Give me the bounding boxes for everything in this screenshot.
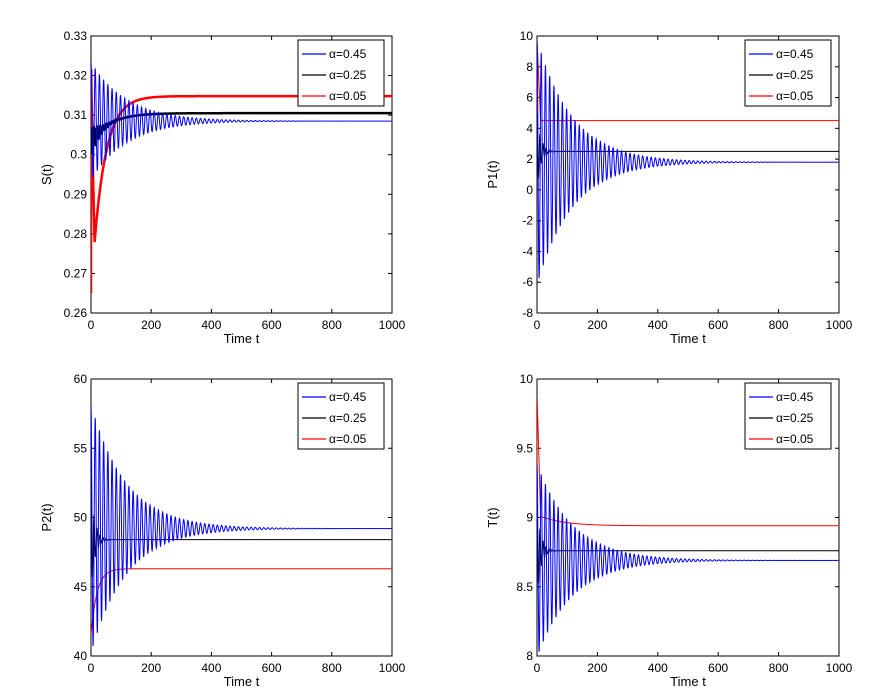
- y-tick-label: 0: [526, 183, 533, 197]
- y-tick-label: 9: [526, 511, 533, 525]
- y-tick-label: 0.3: [70, 148, 87, 162]
- legend-entry: α=0.05: [776, 432, 814, 446]
- legend-entry: α=0.25: [329, 411, 367, 425]
- y-tick-label: 4: [526, 121, 533, 135]
- x-tick-label: 200: [587, 661, 607, 675]
- x-tick-label: 400: [648, 318, 668, 332]
- y-tick-label: -8: [522, 306, 533, 320]
- x-tick-label: 1000: [826, 318, 853, 332]
- subplot-1: 0 200 400 600 800 1000 0.26 0.27 0.28 0.29 0.3 0.31…: [39, 29, 406, 346]
- x-tick-label: 1000: [379, 318, 406, 332]
- x-tick-label: 800: [322, 661, 342, 675]
- y-tick-label: 0.31: [64, 108, 88, 122]
- x-tick-label: 600: [262, 661, 282, 675]
- x-tick-label: 400: [201, 661, 221, 675]
- series-line: [91, 403, 392, 647]
- x-tick-label: 0: [88, 318, 95, 332]
- x-tick-label: 1000: [379, 661, 406, 675]
- y-tick-label: 0.26: [64, 306, 88, 320]
- y-axis-label: P2(t): [39, 503, 54, 531]
- legend-entry: α=0.45: [329, 47, 367, 61]
- x-tick-label: 0: [534, 661, 541, 675]
- series-line: [91, 61, 392, 178]
- y-tick-label: 9.5: [516, 441, 533, 455]
- series-line: [537, 463, 839, 652]
- y-tick-label: 60: [74, 372, 88, 386]
- y-tick-label: 10: [520, 29, 534, 43]
- x-axis-label: Time t: [224, 674, 260, 689]
- legend-entry: α=0.05: [329, 432, 367, 446]
- x-tick-label: 600: [708, 318, 728, 332]
- y-tick-label: 55: [74, 441, 88, 455]
- y-tick-label: 0.32: [64, 69, 88, 83]
- y-tick-label: 0.28: [64, 227, 88, 241]
- y-axis-label: P1(t): [485, 160, 500, 188]
- y-tick-label: 2: [526, 152, 533, 166]
- x-axis-label: Time t: [670, 331, 706, 346]
- y-tick-label: 0.33: [64, 29, 88, 43]
- x-tick-label: 200: [587, 318, 607, 332]
- legend-entry: α=0.25: [776, 411, 814, 425]
- x-axis-label: Time t: [224, 331, 260, 346]
- x-tick-label: 400: [201, 318, 221, 332]
- series-line: [91, 568, 392, 636]
- y-tick-label: 8: [526, 649, 533, 663]
- x-tick-label: 800: [769, 318, 789, 332]
- legend-entry: α=0.05: [776, 89, 814, 103]
- legend-entry: α=0.05: [329, 89, 367, 103]
- y-tick-label: 10: [520, 372, 534, 386]
- legend-entry: α=0.45: [776, 47, 814, 61]
- legend: α=0.45 α=0.25 α=0.05: [297, 39, 385, 107]
- y-tick-label: -6: [522, 275, 533, 289]
- series-line: [537, 42, 839, 122]
- y-tick-label: 40: [74, 649, 88, 663]
- legend-box: [744, 39, 832, 107]
- legend-box: [744, 382, 832, 450]
- x-tick-label: 800: [322, 318, 342, 332]
- legend: α=0.45 α=0.25 α=0.05: [297, 382, 385, 450]
- x-tick-label: 1000: [826, 661, 853, 675]
- x-tick-label: 200: [141, 318, 161, 332]
- y-tick-label: 0.27: [64, 266, 88, 280]
- y-tick-label: 6: [526, 91, 533, 105]
- y-axis-label: T(t): [485, 507, 500, 527]
- legend-entry: α=0.25: [776, 68, 814, 82]
- y-tick-label: -2: [522, 214, 533, 228]
- legend-box: [297, 39, 385, 107]
- y-axis-label: S(t): [39, 164, 54, 185]
- y-tick-label: -4: [522, 244, 533, 258]
- subplot-3: 0 200 400 600 800 1000 40 45 50 55 60 Time t P2(t) α=…: [39, 372, 406, 689]
- subplot-2: 0 200 400 600 800 1000 -8 -6 -4 -2 0 2 4 6 8 10 Time t P1…: [485, 29, 853, 346]
- x-axis-label: Time t: [670, 674, 706, 689]
- series-line: [537, 39, 839, 279]
- legend: α=0.45 α=0.25 α=0.05: [744, 382, 832, 450]
- x-tick-label: 0: [534, 318, 541, 332]
- x-tick-label: 800: [769, 661, 789, 675]
- y-tick-label: 8.5: [516, 580, 533, 594]
- y-tick-label: 8: [526, 60, 533, 74]
- x-tick-label: 600: [708, 661, 728, 675]
- x-tick-label: 200: [141, 661, 161, 675]
- y-tick-label: 50: [74, 511, 88, 525]
- legend-box: [297, 382, 385, 450]
- legend-entry: α=0.45: [329, 390, 367, 404]
- x-tick-label: 600: [262, 318, 282, 332]
- subplot-4: 0 200 400 600 800 1000 8 8.5 9 9.5 10 Time t T(t) α=0…: [485, 372, 853, 689]
- series-line: [537, 397, 839, 527]
- series-line: [91, 484, 392, 577]
- x-tick-label: 400: [648, 661, 668, 675]
- y-tick-label: 45: [74, 580, 88, 594]
- y-tick-label: 0.29: [64, 187, 88, 201]
- legend-entry: α=0.25: [329, 68, 367, 82]
- legend-entry: α=0.45: [776, 390, 814, 404]
- x-tick-label: 0: [88, 661, 95, 675]
- legend: α=0.45 α=0.25 α=0.05: [744, 39, 832, 107]
